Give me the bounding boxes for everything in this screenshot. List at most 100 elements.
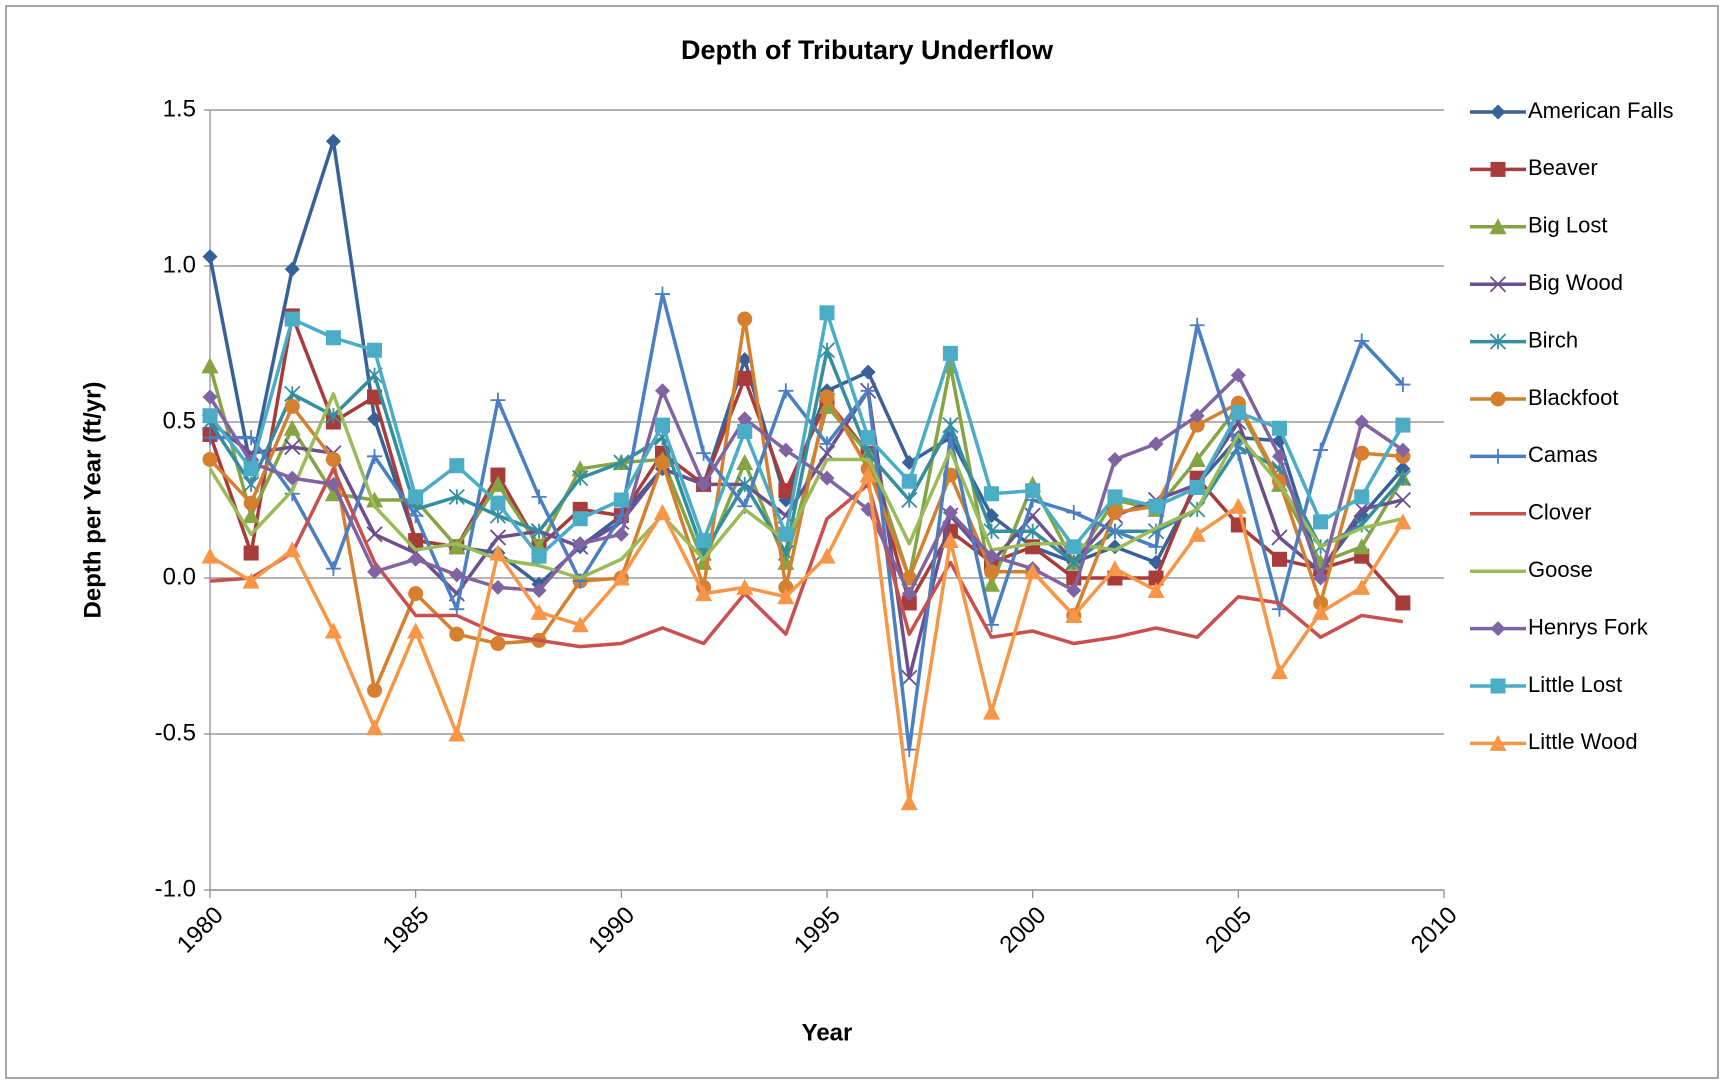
data-point — [325, 476, 341, 492]
data-point — [367, 682, 383, 698]
data-point — [1188, 525, 1206, 542]
data-point — [243, 430, 259, 446]
data-point — [1024, 523, 1041, 540]
data-point — [859, 466, 877, 483]
data-point — [860, 430, 876, 446]
data-point — [202, 451, 218, 467]
data-point — [984, 486, 1000, 502]
data-point — [1230, 445, 1246, 461]
data-point — [1395, 461, 1411, 477]
data-point — [737, 311, 753, 327]
data-point — [408, 508, 424, 524]
data-point — [284, 438, 301, 456]
data-point — [1148, 570, 1164, 586]
data-point — [1065, 554, 1082, 571]
data-point — [983, 703, 1001, 720]
data-point — [284, 311, 300, 327]
data-point — [818, 547, 836, 564]
data-point — [984, 564, 1000, 580]
data-point — [201, 547, 219, 564]
legend-marker — [1490, 621, 1506, 637]
legend-marker — [1490, 161, 1506, 177]
data-point — [1148, 498, 1164, 514]
data-point — [490, 579, 506, 595]
data-point — [1025, 539, 1041, 555]
data-point — [1230, 367, 1246, 383]
data-point — [202, 430, 218, 446]
data-point — [1025, 483, 1041, 499]
y-tick-label: 1.0 — [163, 251, 196, 278]
data-point — [325, 330, 341, 346]
data-point — [819, 305, 835, 321]
y-tick-label: -1.0 — [155, 875, 196, 902]
data-point — [530, 523, 548, 540]
data-point — [243, 495, 259, 511]
data-point — [612, 569, 630, 586]
data-point — [900, 794, 918, 811]
data-point — [737, 370, 753, 386]
series-line — [208, 392, 1404, 580]
data-point — [242, 507, 260, 524]
data-point — [1395, 417, 1411, 433]
data-point — [654, 383, 670, 399]
data-point — [1353, 578, 1371, 595]
data-point — [490, 467, 506, 483]
data-point — [737, 411, 753, 427]
data-point — [737, 423, 753, 439]
legend-label: Big Lost — [1528, 213, 1608, 238]
legend-label: Clover — [1528, 500, 1592, 525]
data-point — [653, 503, 671, 520]
data-point — [408, 551, 424, 567]
data-point — [1394, 491, 1412, 509]
data-point — [1394, 513, 1412, 530]
data-point — [1313, 595, 1329, 611]
legend-label: Henrys Fork — [1528, 614, 1649, 639]
data-point — [324, 622, 342, 639]
data-point — [819, 436, 835, 452]
legend-label: American Falls — [1528, 98, 1673, 123]
data-point — [449, 626, 465, 642]
chart-frame — [5, 5, 1719, 1079]
data-point — [613, 454, 630, 471]
data-point — [243, 545, 259, 561]
data-point — [1107, 489, 1123, 505]
data-point — [901, 473, 917, 489]
data-point — [1271, 529, 1288, 546]
data-point — [366, 526, 383, 543]
data-point — [901, 570, 917, 586]
data-point — [1313, 514, 1329, 530]
data-point — [1270, 663, 1288, 680]
data-point — [572, 536, 588, 552]
data-point — [489, 529, 507, 546]
data-point — [778, 526, 794, 542]
data-point — [696, 476, 712, 492]
data-point — [202, 249, 218, 265]
legend-marker — [1490, 448, 1506, 464]
data-point — [1106, 560, 1124, 577]
data-point — [819, 470, 835, 486]
data-point — [901, 491, 918, 509]
data-point — [1107, 504, 1123, 520]
data-point — [449, 458, 465, 474]
data-point — [367, 448, 383, 464]
data-point — [367, 564, 383, 580]
data-point — [489, 475, 507, 492]
data-point — [449, 567, 465, 583]
data-point — [367, 342, 383, 358]
legend-marker — [1490, 391, 1506, 407]
data-point — [1066, 582, 1082, 598]
data-point — [283, 541, 301, 558]
y-tick-label: 0.0 — [163, 563, 196, 590]
data-point — [1271, 551, 1287, 567]
data-point — [283, 419, 301, 436]
legend-marker — [1489, 276, 1507, 293]
data-point — [1354, 414, 1370, 430]
data-point — [1395, 377, 1411, 393]
data-point — [407, 622, 425, 639]
data-point — [1107, 451, 1123, 467]
data-point — [613, 492, 629, 508]
data-point — [654, 417, 670, 433]
series-line — [208, 317, 1404, 693]
data-point — [489, 544, 507, 561]
data-point — [448, 538, 466, 555]
